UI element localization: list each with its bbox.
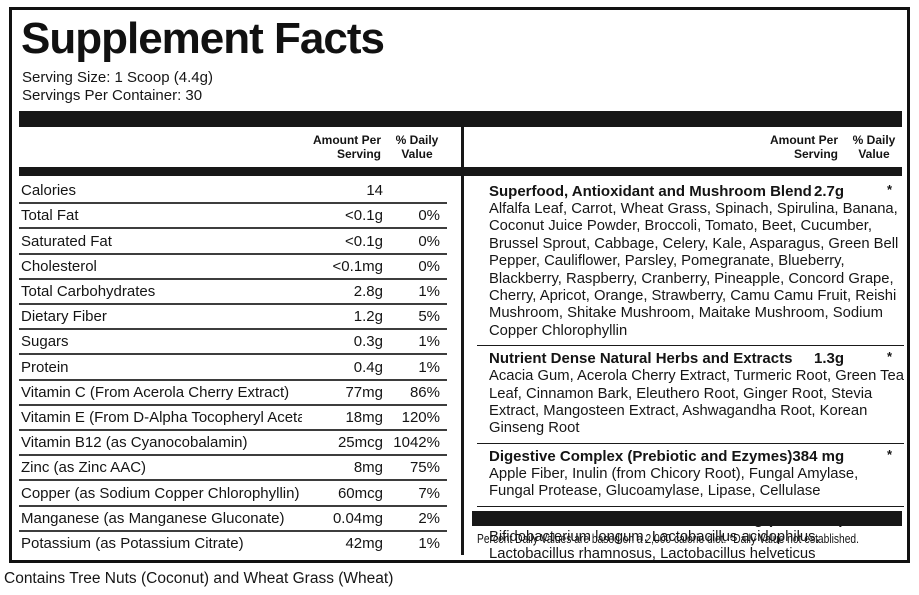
blend-ingredients: Alfalfa Leaf, Carrot, Wheat Grass, Spina… [489,201,899,339]
nutrient-daily-value: 75% [409,459,440,477]
nutrient-row: Dietary Fiber 1.2g 5% [19,303,447,328]
amount-per-serving-header-right: Amount Per Serving [769,133,838,161]
nutrient-daily-value: 5% [418,308,440,326]
nutrient-daily-value: 0% [418,207,440,225]
nutrient-daily-value: 1% [418,358,440,376]
nutrient-daily-value: 7% [418,484,440,502]
blend-daily-value-asterisk: * [886,446,892,462]
nutrient-amount: <0.1g [345,207,383,225]
blend-ingredients: Apple Fiber, Inulin (from Chicory Root),… [489,465,859,500]
nutrient-row: Calories 14 [19,179,447,202]
nutrient-amount: 14 [366,182,383,200]
nutrient-amount: <0.1g [345,232,383,250]
nutrient-amount: 0.4g [353,358,383,376]
nutrient-row: Manganese (as Manganese Gluconate) 0.04m… [19,504,447,530]
nutrient-row: Protein 0.4g 1% [19,353,447,378]
nutrient-daily-value: 0% [418,232,440,250]
nutrient-amount: 25mcg [337,434,383,452]
supplement-facts-panel: Supplement Facts Serving Size: 1 Scoop (… [9,7,910,563]
nutrient-row: Total Fat <0.1g 0% [19,202,447,227]
nutrient-daily-value: 0% [418,257,440,275]
footnote-separator-bar [472,511,902,526]
nutrient-name: Zinc (as Zinc AAC) [21,459,147,477]
nutrient-amount: 77mg [345,383,383,401]
daily-value-header-right: % Daily Value [852,133,896,161]
nutrient-amount: 60mcg [337,484,383,502]
blend-header: Superfood, Antioxidant and Mushroom Blen… [477,182,904,201]
right-column-header: Amount Per Serving % Daily Value [477,130,904,161]
column-divider [461,127,464,555]
nutrient-name: Saturated Fat [21,232,112,250]
nutrient-amount: 8mg [353,459,383,477]
blend-section: Digestive Complex (Prebiotic and Ezymes)… [477,442,904,506]
nutrient-row: Vitamin C (From Acerola Cherry Extract) … [19,378,447,404]
serving-size: Serving Size: 1 Scoop (4.4g) [22,69,213,86]
nutrient-table: Calories 14 Total Fat <0.1g 0% Saturated… [19,179,447,555]
nutrient-amount: <0.1mg [332,257,383,275]
nutrient-name: Cholesterol [21,257,97,275]
daily-value-footnote: Percent Daily Values are based on a 2,00… [477,532,859,546]
blend-header: Digestive Complex (Prebiotic and Ezymes)… [477,446,904,466]
blend-name: Superfood, Antioxidant and Mushroom Blen… [489,183,812,200]
daily-value-header-left: % Daily Value [395,133,439,161]
nutrient-row: Potassium (as Potassium Citrate) 42mg 1% [19,529,447,555]
panel-title: Supplement Facts [21,14,385,63]
nutrient-name: Vitamin B12 (as Cyanocobalamin) [21,434,248,452]
column-header-underline-bar [19,167,902,176]
nutrient-row: Zinc (as Zinc AAC) 8mg 75% [19,454,447,479]
nutrient-name: Manganese (as Manganese Gluconate) [21,509,285,527]
nutrient-name: Total Carbohydrates [21,282,156,300]
nutrient-row: Vitamin E (From D-Alpha Tocopheryl Aceta… [19,403,447,429]
allergen-statement: Contains Tree Nuts (Coconut) and Wheat G… [4,570,394,587]
blend-ingredients: Acacia Gum, Acerola Cherry Extract, Turm… [489,368,905,437]
nutrient-name: Copper (as Sodium Copper Chlorophyllin) [21,484,300,502]
nutrient-row: Cholesterol <0.1mg 0% [19,252,447,278]
nutrient-name: Calories [21,182,77,200]
nutrient-name: Sugars [21,333,69,351]
blend-ingredients: Bifidobacterium longum, Lactobacillus ac… [489,528,820,563]
nutrient-daily-value: 1% [418,333,440,351]
nutrient-row: Sugars 0.3g 1% [19,328,447,353]
left-column-header: Amount Per Serving % Daily Value [19,130,447,161]
nutrient-name: Vitamin C (From Acerola Cherry Extract) [21,383,290,401]
blend-daily-value-asterisk: * [886,182,892,197]
nutrient-amount: 18mg [345,408,383,426]
nutrient-daily-value: 86% [409,383,440,401]
nutrient-daily-value: 2% [418,509,440,527]
nutrient-amount: 0.04mg [332,509,383,527]
nutrient-name: Dietary Fiber [21,308,107,326]
nutrient-name: Vitamin E (From D-Alpha Tocopheryl Aceta… [21,408,302,426]
header-separator-bar-thick [19,111,902,127]
blend-name: Digestive Complex (Prebiotic and Ezymes) [489,447,793,465]
nutrient-row: Vitamin B12 (as Cyanocobalamin) 25mcg 10… [19,429,447,454]
nutrient-amount: 42mg [345,534,383,552]
blend-section: Nutrient Dense Natural Herbs and Extract… [477,345,904,443]
nutrient-amount: 0.3g [353,333,383,351]
amount-per-serving-header-left: Amount Per Serving [312,133,381,161]
nutrient-row: Total Carbohydrates 2.8g 1% [19,277,447,303]
blend-section: Superfood, Antioxidant and Mushroom Blen… [477,179,904,345]
nutrient-name: Total Fat [21,207,79,225]
nutrient-daily-value: 120% [401,408,440,426]
blend-name: Nutrient Dense Natural Herbs and Extract… [489,350,793,368]
nutrient-name: Potassium (as Potassium Citrate) [21,534,244,552]
nutrient-row: Saturated Fat <0.1g 0% [19,227,447,252]
nutrient-name: Protein [21,358,69,376]
nutrient-amount: 1.2g [353,308,383,326]
nutrient-daily-value: 1042% [393,434,440,452]
blend-amount: 1.3g [813,350,844,368]
nutrient-row: Copper (as Sodium Copper Chlorophyllin) … [19,479,447,504]
blend-header: Nutrient Dense Natural Herbs and Extract… [477,349,904,368]
nutrient-daily-value: 1% [418,282,440,300]
blend-amount: 2.7g [813,183,844,200]
blend-daily-value-asterisk: * [886,349,892,365]
nutrient-amount: 2.8g [353,282,383,300]
blend-amount: 384 mg [792,447,845,465]
nutrient-daily-value: 1% [418,534,440,552]
servings-per-container: Servings Per Container: 30 [22,87,203,104]
